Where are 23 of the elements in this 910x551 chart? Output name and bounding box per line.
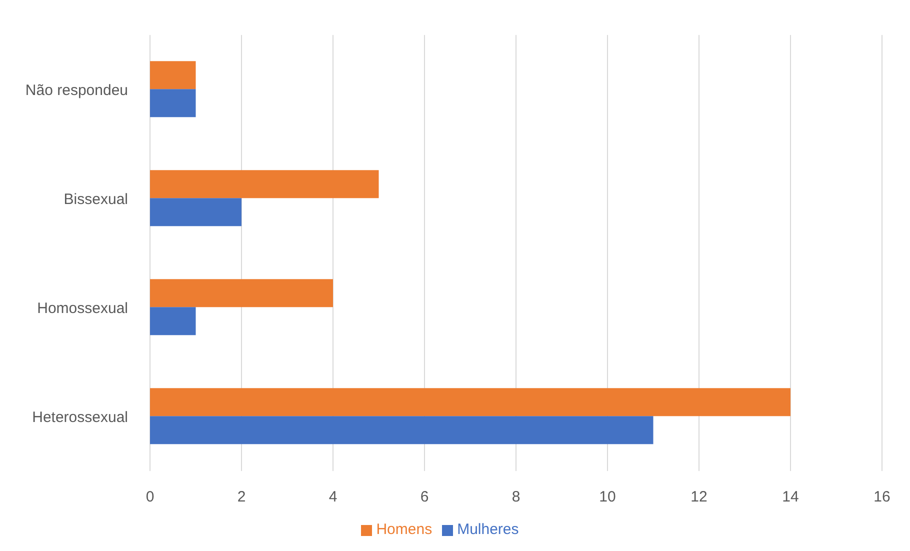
x-tick-label: 4 — [328, 488, 338, 506]
bar — [150, 388, 790, 416]
x-tick-label: 2 — [237, 488, 246, 506]
y-tick-label: Heterossexual — [32, 408, 128, 426]
x-tick-label: 14 — [782, 488, 799, 506]
y-tick-label: Não respondeu — [25, 82, 128, 99]
bar — [150, 416, 654, 444]
x-tick-label: 6 — [420, 488, 429, 506]
legend-label: Homens — [376, 521, 432, 538]
bar — [150, 170, 379, 198]
legend-label: Mulheres — [457, 521, 519, 538]
bar — [150, 198, 242, 226]
x-tick-label: 16 — [874, 488, 890, 506]
x-tick-label: 8 — [512, 488, 520, 506]
bar — [150, 89, 196, 118]
bar — [150, 279, 333, 308]
x-tick-label: 10 — [599, 488, 616, 506]
x-tick-label: 12 — [690, 488, 708, 506]
bar — [150, 61, 196, 90]
bar — [150, 307, 196, 336]
y-tick-label: Bissexual — [64, 190, 128, 208]
y-tick-label: Homossexual — [37, 300, 128, 317]
x-tick-label: 0 — [146, 488, 154, 506]
